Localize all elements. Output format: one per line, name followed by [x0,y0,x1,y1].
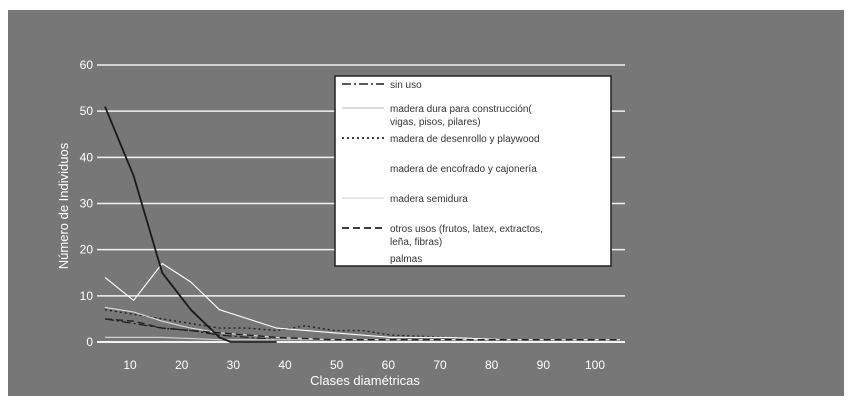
x-tick-label: 60 [382,358,396,372]
x-tick-label: 50 [330,358,344,372]
legend-label: leña, fibras) [390,237,442,248]
legend-label: vigas, pisos, pilares) [390,117,481,128]
y-tick-labels: 0 10 20 30 40 50 60 [80,58,94,349]
x-tick-label: 30 [227,358,241,372]
series-line [104,318,620,341]
legend-label: madera semidura [390,194,468,205]
x-tick-label: 80 [485,358,499,372]
y-tick-label: 30 [80,197,94,211]
x-tick-label: 100 [585,358,605,372]
legend-label: madera dura para construcción( [390,104,532,115]
series-layer [104,106,620,343]
x-tick-label: 40 [278,358,292,372]
x-tick-label: 20 [175,358,189,372]
legend-label: sin uso [390,80,422,91]
y-tick-label: 10 [80,289,94,303]
y-tick-label: 40 [80,150,94,164]
x-tick-label: 10 [123,358,137,372]
y-tick-label: 50 [80,104,94,118]
x-axis-label: Clases diamétricas [310,373,420,388]
y-tick-label: 20 [80,243,94,257]
x-tick-label: 70 [433,358,447,372]
x-tick-label: 90 [537,358,551,372]
legend-label: palmas [390,254,422,265]
x-tick-labels: 10 20 30 40 50 60 70 80 90 100 [123,358,605,372]
y-axis-label: Número de Individuos [56,142,71,269]
y-tick-label: 0 [86,335,93,349]
legend-label: otros usos (frutos, latex, extractos, [390,224,543,235]
y-tick-label: 60 [80,58,94,72]
legend-label: madera de encofrado y cajonería [390,164,537,175]
series-line [104,106,277,343]
legend-items: sin uso madera dura para construcción( vig… [342,80,543,265]
legend: sin uso madera dura para construcción( vig… [334,75,612,267]
legend-label: madera de desenrollo y playwood [390,134,540,145]
